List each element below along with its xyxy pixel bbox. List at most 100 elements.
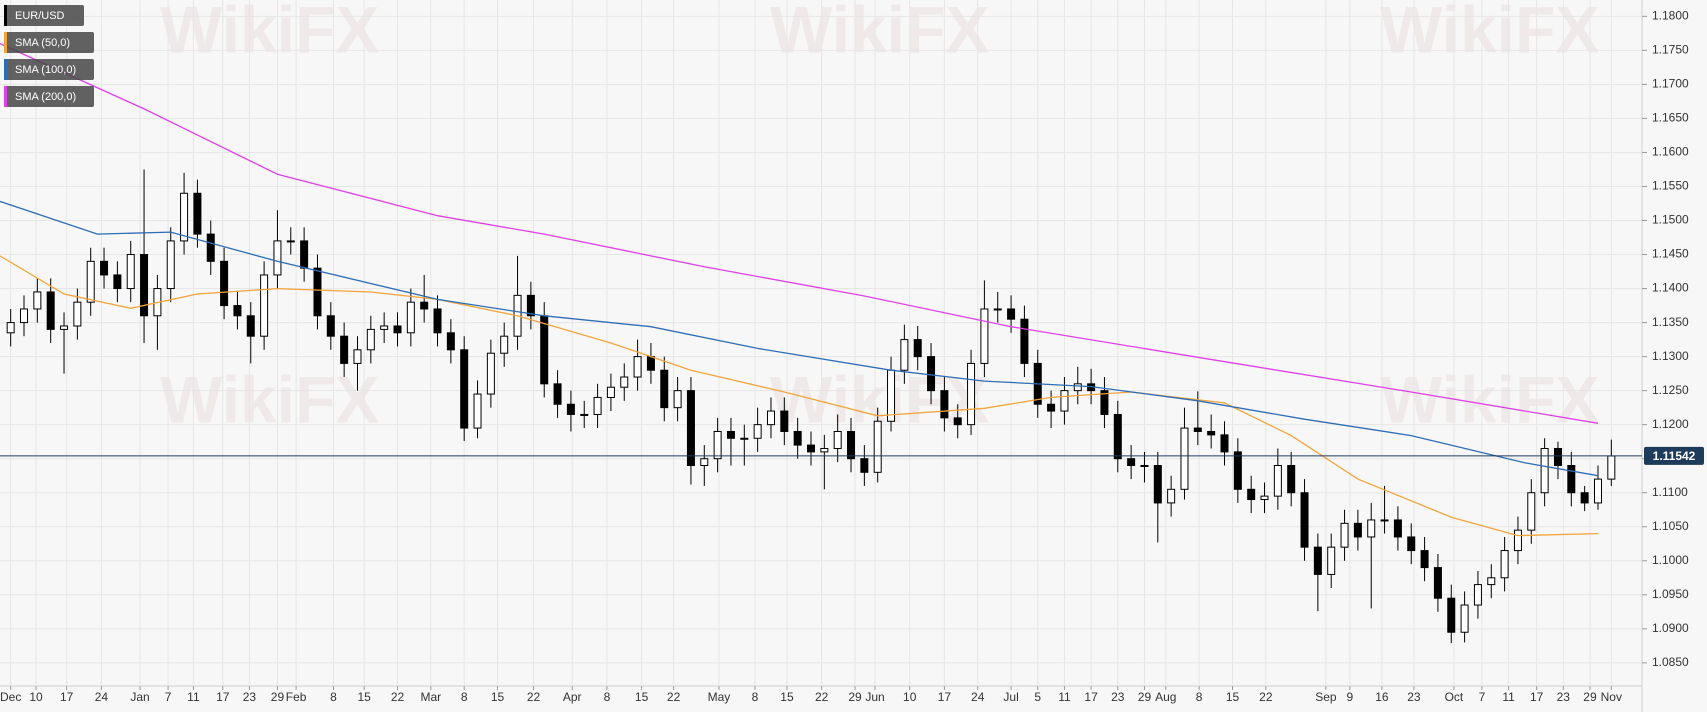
legend-box — [4, 32, 94, 53]
x-tick-label: Mar — [421, 690, 442, 704]
candle-body — [887, 369, 896, 422]
x-tick-label: 11 — [1502, 690, 1515, 704]
candle-body — [1273, 465, 1282, 497]
candle-body — [526, 294, 535, 317]
candle-body — [233, 305, 242, 317]
candle-body — [140, 254, 149, 317]
candle-body — [86, 260, 95, 303]
x-tick-label: 29 — [271, 690, 285, 704]
candle-body — [1300, 492, 1309, 548]
sma-line — [0, 43, 1599, 424]
candle-body — [1407, 536, 1416, 552]
x-tick-label: 8 — [604, 690, 611, 704]
candle-body — [460, 349, 469, 429]
legend-swatch — [4, 59, 7, 80]
x-tick-label: May — [708, 690, 731, 704]
x-tick-label: 22 — [815, 690, 829, 704]
watermark: WikiFX — [770, 0, 989, 66]
candle-body — [1233, 451, 1242, 490]
x-tick-label: 29 — [848, 690, 862, 704]
candle-body — [913, 339, 922, 358]
x-tick-label: 15 — [635, 690, 649, 704]
y-tick-label: 1.1200 — [1652, 417, 1689, 431]
candle-body — [1553, 447, 1562, 467]
x-tick-label: 10 — [903, 690, 917, 704]
watermark: WikiFX — [1380, 0, 1599, 66]
candle-body — [967, 362, 976, 426]
x-tick-label: 15 — [780, 690, 794, 704]
candle-body — [1020, 318, 1029, 364]
candle-body — [1060, 390, 1069, 412]
candle-body — [113, 274, 122, 290]
candle-body — [1327, 546, 1336, 575]
candle-body — [1100, 390, 1109, 415]
candle-body — [246, 315, 255, 337]
candle-body — [1220, 434, 1229, 453]
candle-body — [366, 328, 375, 351]
sma-line — [0, 255, 1599, 537]
candle-body — [166, 240, 175, 290]
x-tick-label: 29 — [1583, 690, 1597, 704]
x-tick-label: 23 — [1407, 690, 1421, 704]
candle-body — [1580, 492, 1589, 504]
x-tick-label: 8 — [330, 690, 337, 704]
x-tick-label: 24 — [95, 690, 109, 704]
candle-body — [180, 192, 189, 242]
candle-body — [726, 430, 735, 439]
candle-body — [273, 240, 282, 276]
candle-body — [700, 458, 709, 467]
candle-body — [1607, 455, 1616, 480]
candle-body — [980, 308, 989, 364]
y-tick-label: 1.1000 — [1652, 553, 1689, 567]
candle-body — [993, 308, 1002, 311]
candle-body — [1540, 447, 1549, 494]
x-tick-label: 17 — [216, 690, 230, 704]
candle-body — [593, 396, 602, 415]
candle-body — [847, 430, 856, 460]
candle-body — [606, 386, 615, 398]
candle-body — [660, 369, 669, 409]
legend: EUR/USD SMA (50,0) SMA (100,0) SMA (200,0) — [4, 5, 94, 107]
x-tick-label: 23 — [1111, 690, 1125, 704]
candle-body — [1380, 519, 1389, 522]
candle-body — [20, 308, 29, 324]
y-tick-label: 1.1050 — [1652, 519, 1689, 533]
candle-body — [820, 447, 829, 453]
candle-body — [1527, 492, 1536, 531]
candle-body — [1447, 597, 1456, 633]
x-tick-label: 22 — [391, 690, 405, 704]
candle-body — [793, 430, 802, 446]
candles — [6, 169, 1616, 644]
candle-body — [646, 356, 655, 371]
candle-body — [780, 410, 789, 432]
x-tick-label: 8 — [1196, 690, 1203, 704]
x-tick-label: 17 — [60, 690, 74, 704]
candle-body — [1353, 522, 1362, 538]
x-tick-label: 15 — [491, 690, 505, 704]
candle-body — [860, 458, 869, 473]
candle-body — [1153, 465, 1162, 504]
candle-body — [353, 349, 362, 364]
y-tick-label: 1.1500 — [1652, 213, 1689, 227]
x-tick-label: Apr — [563, 690, 582, 704]
x-tick-label: 5 — [1034, 690, 1041, 704]
x-tick-label: 9 — [1347, 690, 1354, 704]
grid — [0, 0, 1642, 686]
candle-body — [1207, 430, 1216, 436]
candle-body — [713, 430, 722, 460]
candle-body — [6, 322, 15, 334]
x-tick-label: Jun — [865, 690, 884, 704]
candle-body — [313, 267, 322, 317]
candle-body — [446, 332, 455, 351]
legend-swatch — [4, 32, 7, 53]
x-tick-label: 10 — [29, 690, 43, 704]
candle-body — [46, 291, 55, 330]
candle-body — [1260, 495, 1269, 501]
candle-body — [1513, 529, 1522, 552]
candle-body — [953, 417, 962, 426]
candle-body — [540, 315, 549, 385]
candle-body — [1487, 577, 1496, 586]
candle-body — [380, 325, 389, 330]
legend-box — [4, 5, 84, 26]
candle-body — [1073, 383, 1082, 392]
